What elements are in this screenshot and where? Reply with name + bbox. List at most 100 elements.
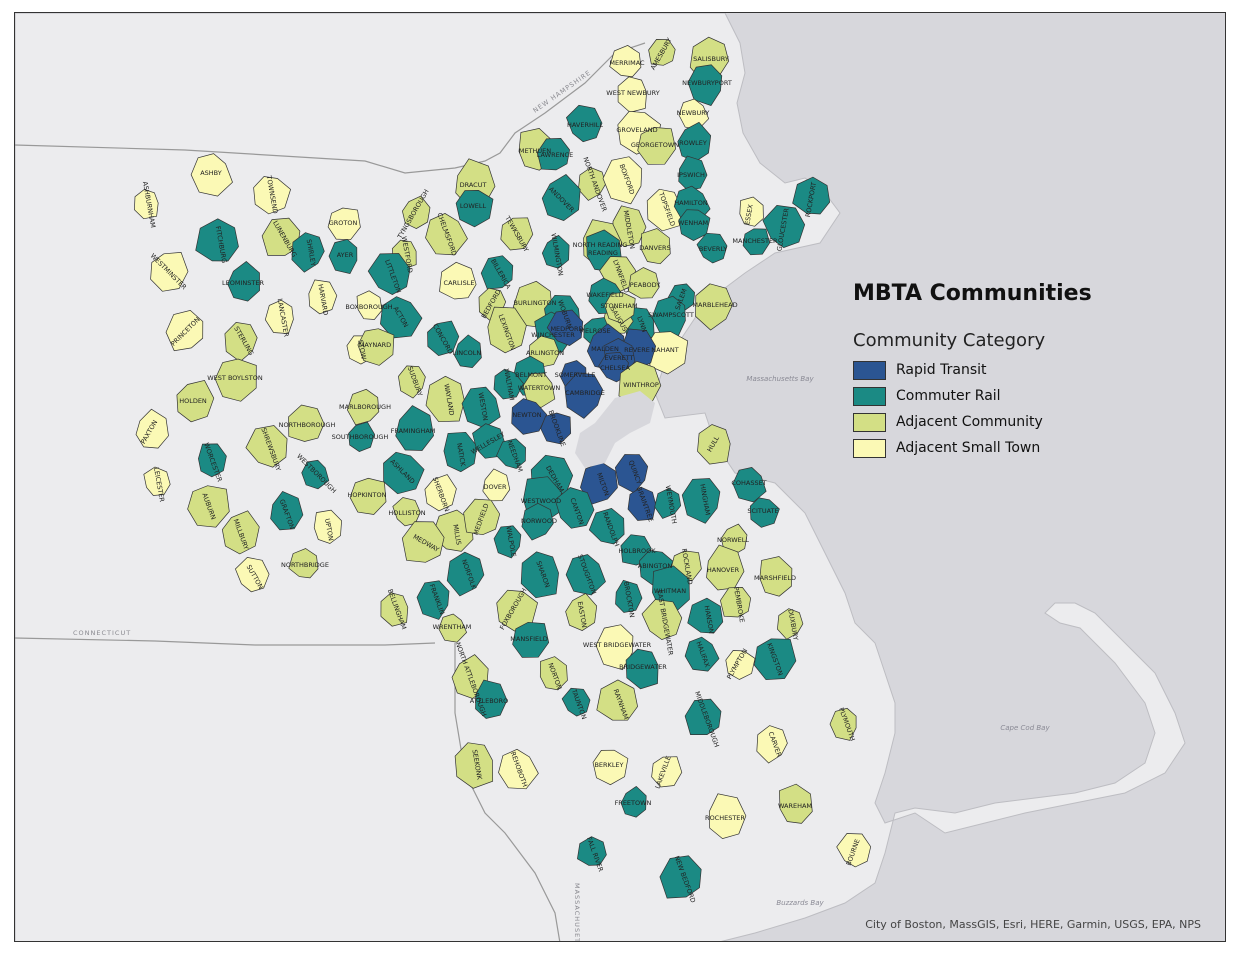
town-paxton[interactable] — [135, 408, 169, 449]
town-medford[interactable] — [546, 309, 584, 346]
town-shrewsbury[interactable] — [245, 425, 288, 468]
town-danvers[interactable] — [641, 228, 671, 265]
town-ipswich[interactable] — [678, 155, 708, 191]
town-shirley[interactable] — [291, 232, 325, 273]
town-wayland[interactable] — [425, 375, 465, 423]
town-westminster[interactable] — [150, 252, 189, 292]
town-auburn[interactable] — [187, 485, 230, 528]
town-tyngsborough[interactable] — [402, 195, 431, 229]
town-weymouth[interactable] — [654, 488, 682, 519]
town-hanson[interactable] — [687, 597, 724, 634]
town-holliston[interactable] — [392, 497, 421, 527]
town-east-bridgewater[interactable] — [641, 599, 683, 640]
town-norton[interactable] — [539, 656, 568, 691]
town-cambridge[interactable] — [564, 372, 603, 419]
town-lincoln[interactable] — [454, 334, 482, 368]
town-boxborough[interactable] — [356, 290, 383, 320]
town-easton[interactable] — [565, 592, 598, 631]
town-hingham[interactable] — [681, 478, 721, 524]
town-west-newbury[interactable] — [617, 76, 647, 113]
town-rochester[interactable] — [708, 793, 747, 839]
town-concord[interactable] — [427, 320, 460, 356]
town-lakeville[interactable] — [651, 756, 683, 788]
town-bellingham[interactable] — [380, 592, 409, 627]
town-worcester[interactable] — [198, 443, 227, 478]
town-watertown[interactable] — [522, 372, 556, 408]
town-duxbury[interactable] — [777, 608, 804, 640]
town-gloucester[interactable] — [762, 205, 806, 248]
town-framingham[interactable] — [395, 405, 434, 451]
town-norfolk[interactable] — [446, 551, 485, 597]
town-newburyport[interactable] — [687, 64, 723, 107]
town-needham[interactable] — [496, 438, 526, 469]
town-merrimac[interactable] — [609, 45, 642, 78]
town-north-attleborough[interactable] — [451, 654, 489, 699]
town-beverly[interactable] — [696, 232, 728, 264]
town-andover[interactable] — [541, 174, 581, 221]
town-wareham[interactable] — [779, 783, 813, 824]
town-kingston[interactable] — [753, 638, 797, 681]
town-norwell[interactable] — [720, 523, 748, 555]
town-pembroke[interactable] — [720, 587, 752, 618]
town-groton[interactable] — [327, 207, 361, 241]
town-foxborough[interactable] — [496, 589, 538, 632]
town-raynham[interactable] — [596, 679, 638, 721]
town-wrentham[interactable] — [438, 613, 468, 643]
town-new-bedford[interactable] — [659, 855, 702, 899]
town-fitchburg[interactable] — [195, 218, 239, 262]
town-randolph[interactable] — [588, 508, 625, 545]
town-walpole[interactable] — [493, 525, 522, 559]
town-manchester[interactable] — [742, 228, 770, 256]
town-wilmington[interactable] — [541, 234, 570, 269]
town-holden[interactable] — [176, 379, 215, 423]
town-weston[interactable] — [461, 386, 501, 429]
town-west-bridgewater[interactable] — [595, 624, 634, 671]
town-westborough[interactable] — [301, 459, 330, 490]
town-brockton[interactable] — [615, 579, 643, 613]
town-west-boylston[interactable] — [214, 358, 257, 402]
town-plympton[interactable] — [725, 650, 756, 680]
town-marblehead[interactable] — [695, 283, 734, 331]
town-middleborough[interactable] — [684, 698, 722, 735]
town-upton[interactable] — [313, 509, 342, 544]
town-lancaster[interactable] — [264, 299, 294, 334]
town-stoneham[interactable] — [604, 292, 636, 324]
town-cohasset[interactable] — [732, 467, 767, 503]
town-peabody[interactable] — [627, 267, 660, 299]
town-dover[interactable] — [482, 468, 511, 502]
town-north-andover[interactable] — [578, 167, 607, 201]
town-newton[interactable] — [511, 398, 548, 435]
town-waltham[interactable] — [493, 368, 524, 400]
town-fall-river[interactable] — [577, 836, 607, 866]
town-ashburnham[interactable] — [134, 189, 159, 220]
town-townsend[interactable] — [253, 176, 292, 215]
town-littleton[interactable] — [367, 253, 411, 295]
town-amesbury[interactable] — [648, 39, 676, 66]
town-carver[interactable] — [756, 725, 788, 764]
town-southborough[interactable] — [348, 421, 375, 452]
town-marlborough[interactable] — [346, 388, 380, 426]
town-hopkinton[interactable] — [349, 477, 387, 515]
town-leominster[interactable] — [227, 261, 260, 302]
town-taunton[interactable] — [561, 687, 591, 717]
town-mansfield[interactable] — [512, 621, 550, 658]
town-medfield[interactable] — [463, 498, 501, 536]
town-sherborn[interactable] — [424, 474, 457, 512]
town-sutton[interactable] — [234, 557, 270, 593]
town-ayer[interactable] — [328, 239, 358, 275]
town-berkley[interactable] — [592, 749, 629, 786]
town-boxford[interactable] — [602, 156, 643, 205]
town-hull[interactable] — [697, 424, 731, 465]
town-princeton[interactable] — [165, 310, 204, 352]
town-millbury[interactable] — [221, 510, 260, 555]
town-arlington[interactable] — [528, 335, 560, 368]
town-canton[interactable] — [554, 487, 595, 529]
town-stoughton[interactable] — [565, 554, 606, 596]
town-acton[interactable] — [380, 296, 423, 339]
town-plymouth[interactable] — [829, 707, 857, 741]
town-rockport[interactable] — [792, 176, 831, 215]
town-brookline[interactable] — [540, 412, 572, 445]
town-billerica[interactable] — [480, 255, 514, 290]
town-marshfield[interactable] — [759, 556, 793, 597]
